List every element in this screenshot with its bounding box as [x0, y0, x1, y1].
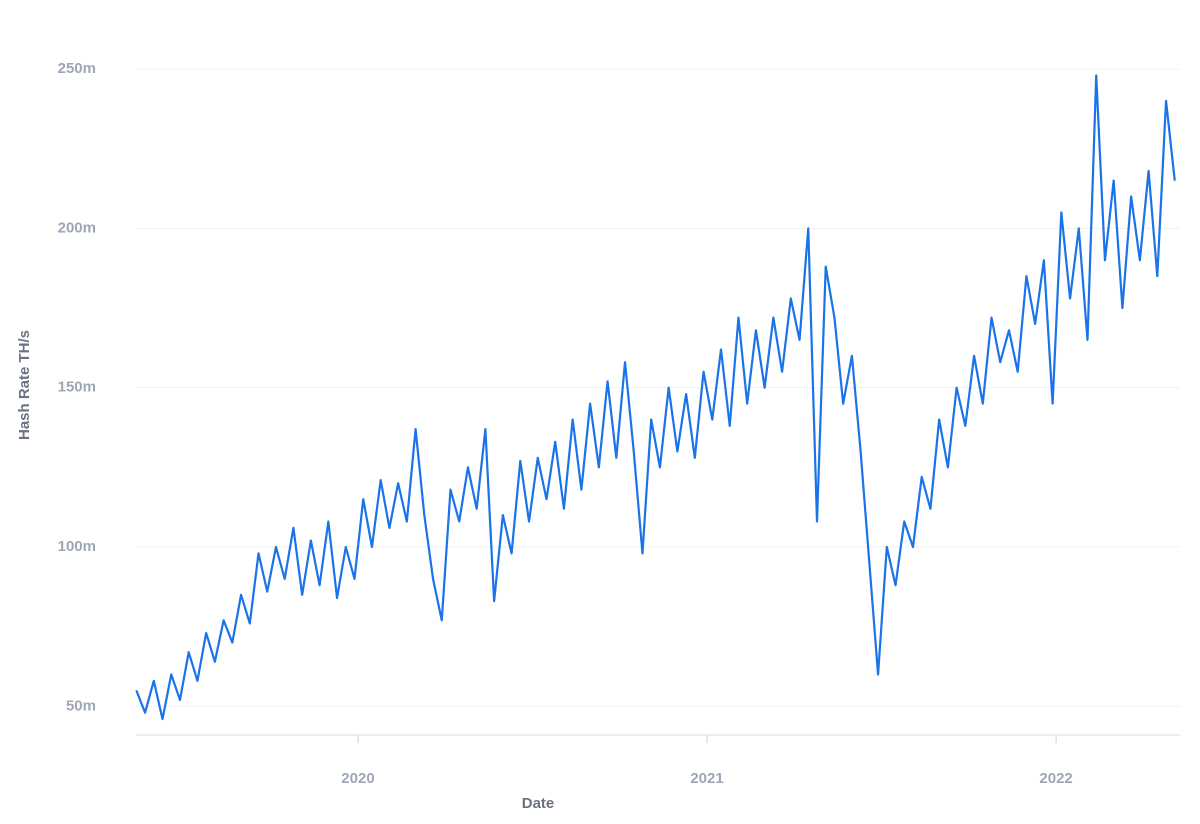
x-tick-label: 2020 [341, 770, 374, 787]
data-line [135, 74, 1176, 721]
x-axis-title: Date [522, 795, 555, 812]
y-tick-label: 250m [58, 60, 96, 77]
x-tick-label: 2021 [690, 770, 723, 787]
y-tick-label: 50m [66, 697, 96, 714]
y-tick-label: 150m [58, 379, 96, 396]
y-tick-label: 200m [58, 219, 96, 236]
x-tick-label: 2022 [1039, 770, 1072, 787]
y-axis-title: Hash Rate TH/s [16, 330, 33, 440]
y-tick-label: 100m [58, 538, 96, 555]
